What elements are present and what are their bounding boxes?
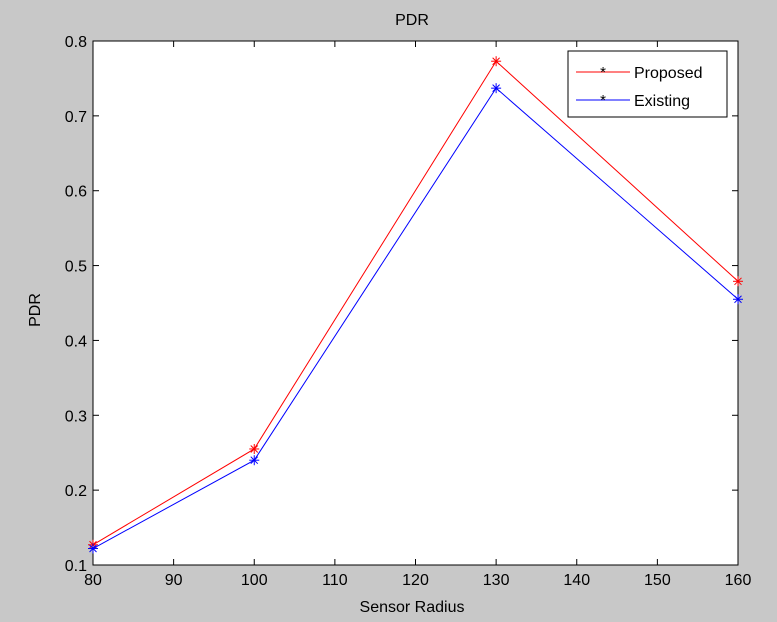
x-tick-label: 130 <box>483 572 510 589</box>
x-tick-label: 160 <box>725 572 752 589</box>
legend-box <box>567 50 728 118</box>
x-tick-label: 110 <box>322 572 348 589</box>
data-point-existing <box>249 455 260 466</box>
x-tick-label: 80 <box>84 572 102 589</box>
legend-marker-proposed: * <box>600 64 606 81</box>
y-tick-label: 0.1 <box>65 558 87 575</box>
legend-marker-existing: * <box>600 92 606 109</box>
x-axis-ticks: 80 90 100 110 120 130 140 150 160 <box>84 41 751 589</box>
y-tick-label: 0.2 <box>65 483 87 500</box>
x-tick-label: 90 <box>165 572 183 589</box>
data-point-proposed <box>249 443 260 454</box>
x-axis-label: Sensor Radius <box>360 599 465 616</box>
legend: * Proposed * Existing <box>567 50 728 118</box>
y-axis-label: PDR <box>27 293 44 327</box>
y-tick-label: 0.3 <box>65 408 87 425</box>
y-tick-label: 0.4 <box>65 333 87 350</box>
x-tick-label: 150 <box>644 572 671 589</box>
plot-area <box>92 40 739 566</box>
y-tick-label: 0.7 <box>65 109 87 126</box>
data-point-existing <box>733 294 743 305</box>
data-point-existing <box>491 83 502 94</box>
data-point-existing <box>88 543 98 554</box>
data-point-proposed <box>491 56 502 67</box>
y-axis-ticks: 0.1 0.2 0.3 0.4 0.5 0.6 0.7 0.8 <box>65 34 738 575</box>
y-tick-label: 0.8 <box>65 34 87 51</box>
x-tick-label: 100 <box>241 572 268 589</box>
y-tick-label: 0.5 <box>65 259 87 276</box>
data-point-proposed <box>733 276 743 287</box>
series-layer <box>88 56 743 554</box>
y-tick-label: 0.6 <box>65 184 87 201</box>
series-line-existing <box>92 87 739 549</box>
x-tick-label: 120 <box>402 572 429 589</box>
series-line-proposed <box>92 60 739 546</box>
chart-title: PDR <box>395 12 429 29</box>
x-tick-label: 140 <box>563 572 590 589</box>
legend-label-existing: Existing <box>634 93 690 110</box>
legend-label-proposed: Proposed <box>634 65 703 82</box>
